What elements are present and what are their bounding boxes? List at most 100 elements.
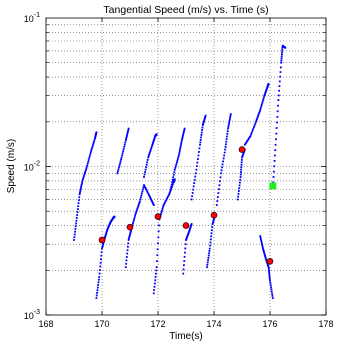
speed-point: [246, 140, 248, 143]
speed-point: [134, 214, 136, 217]
speed-point: [253, 126, 255, 129]
speed-point: [209, 238, 212, 241]
speed-point: [212, 220, 215, 223]
speed-point: [251, 129, 254, 132]
speed-point: [165, 198, 168, 201]
speed-point: [161, 209, 163, 212]
speed-point: [132, 222, 134, 225]
speed-point: [261, 243, 263, 245]
speed-point: [239, 178, 242, 181]
speed-point: [219, 180, 221, 183]
speed-point: [185, 238, 188, 240]
speed-point: [200, 131, 203, 134]
speed-point: [95, 131, 98, 134]
speed-point: [243, 143, 246, 146]
speed-point: [207, 259, 209, 262]
speed-point: [268, 278, 271, 280]
speed-point: [127, 127, 130, 130]
speed-point: [238, 184, 241, 187]
speed-point: [88, 157, 91, 159]
speed-point: [179, 144, 182, 147]
speed-point: [145, 163, 148, 166]
speed-point: [134, 212, 137, 215]
speed-point: [265, 258, 268, 261]
speed-point: [265, 87, 268, 90]
speed-point: [263, 93, 266, 96]
speed-point: [86, 164, 89, 167]
speed-point: [153, 136, 156, 139]
speed-point: [255, 119, 258, 122]
speed-point: [148, 195, 151, 198]
speed-point: [146, 161, 149, 164]
y-axis-label: Speed (m/s): [6, 139, 17, 193]
speed-point: [242, 153, 244, 156]
speed-point: [106, 230, 108, 233]
speed-point: [169, 188, 172, 191]
speed-point: [240, 166, 243, 169]
speed-point: [223, 151, 226, 154]
speed-point: [191, 195, 194, 198]
speed-point: [92, 144, 94, 147]
speed-point: [242, 151, 245, 154]
speed-point: [100, 254, 103, 257]
speed-point: [125, 259, 128, 262]
speed-point: [181, 136, 184, 139]
speed-point: [138, 200, 141, 203]
speed-point: [196, 161, 199, 164]
speed-point: [139, 196, 142, 199]
speed-point: [200, 136, 202, 139]
speed-point: [139, 198, 142, 201]
speed-point: [278, 89, 280, 92]
speed-point: [271, 292, 273, 295]
speed-point: [264, 90, 267, 93]
speed-point: [237, 192, 240, 195]
x-tick-label: 174: [206, 319, 221, 329]
speed-point: [204, 114, 207, 117]
speed-point: [221, 166, 223, 169]
speed-point: [185, 237, 188, 239]
speed-point: [248, 136, 251, 139]
speed-point: [118, 164, 121, 167]
speed-point: [121, 154, 124, 157]
speed-point: [76, 208, 79, 211]
speed-trace-segment: [116, 127, 130, 175]
speed-point: [281, 51, 283, 54]
speed-point: [189, 227, 192, 230]
speed-point: [180, 139, 183, 142]
speed-point: [88, 155, 91, 157]
speed-point: [270, 290, 273, 293]
speed-point: [81, 181, 83, 184]
speed-point: [162, 204, 165, 206]
speed-point: [220, 172, 222, 175]
speed-point: [100, 258, 102, 261]
speed-point: [146, 191, 149, 193]
speed-point: [207, 256, 210, 259]
speed-point: [144, 168, 147, 171]
speed-point: [258, 112, 261, 114]
speed-point: [236, 198, 239, 201]
speed-point: [206, 263, 209, 266]
speed-point: [168, 193, 171, 196]
speed-point: [212, 221, 214, 224]
speed-point: [261, 246, 264, 248]
x-tick-label: 168: [38, 319, 53, 329]
speed-trace-segment: [95, 215, 116, 299]
speed-point: [275, 138, 277, 141]
speed-point: [93, 139, 96, 141]
speed-trace-segment: [124, 184, 155, 269]
speed-point: [276, 110, 279, 113]
speed-point: [250, 133, 252, 136]
speed-point: [101, 245, 104, 247]
speed-point: [171, 181, 174, 184]
chart-title: Tangential Speed (m/s) vs. Time (s): [103, 4, 268, 16]
speed-point: [183, 264, 185, 267]
speed-point: [117, 168, 120, 171]
speed-point: [218, 188, 220, 191]
speed-point: [151, 143, 154, 146]
speed-point: [78, 193, 81, 196]
speed-point: [203, 119, 206, 122]
speed-point: [153, 285, 156, 288]
speed-point: [169, 190, 172, 193]
speed-point: [125, 137, 128, 140]
